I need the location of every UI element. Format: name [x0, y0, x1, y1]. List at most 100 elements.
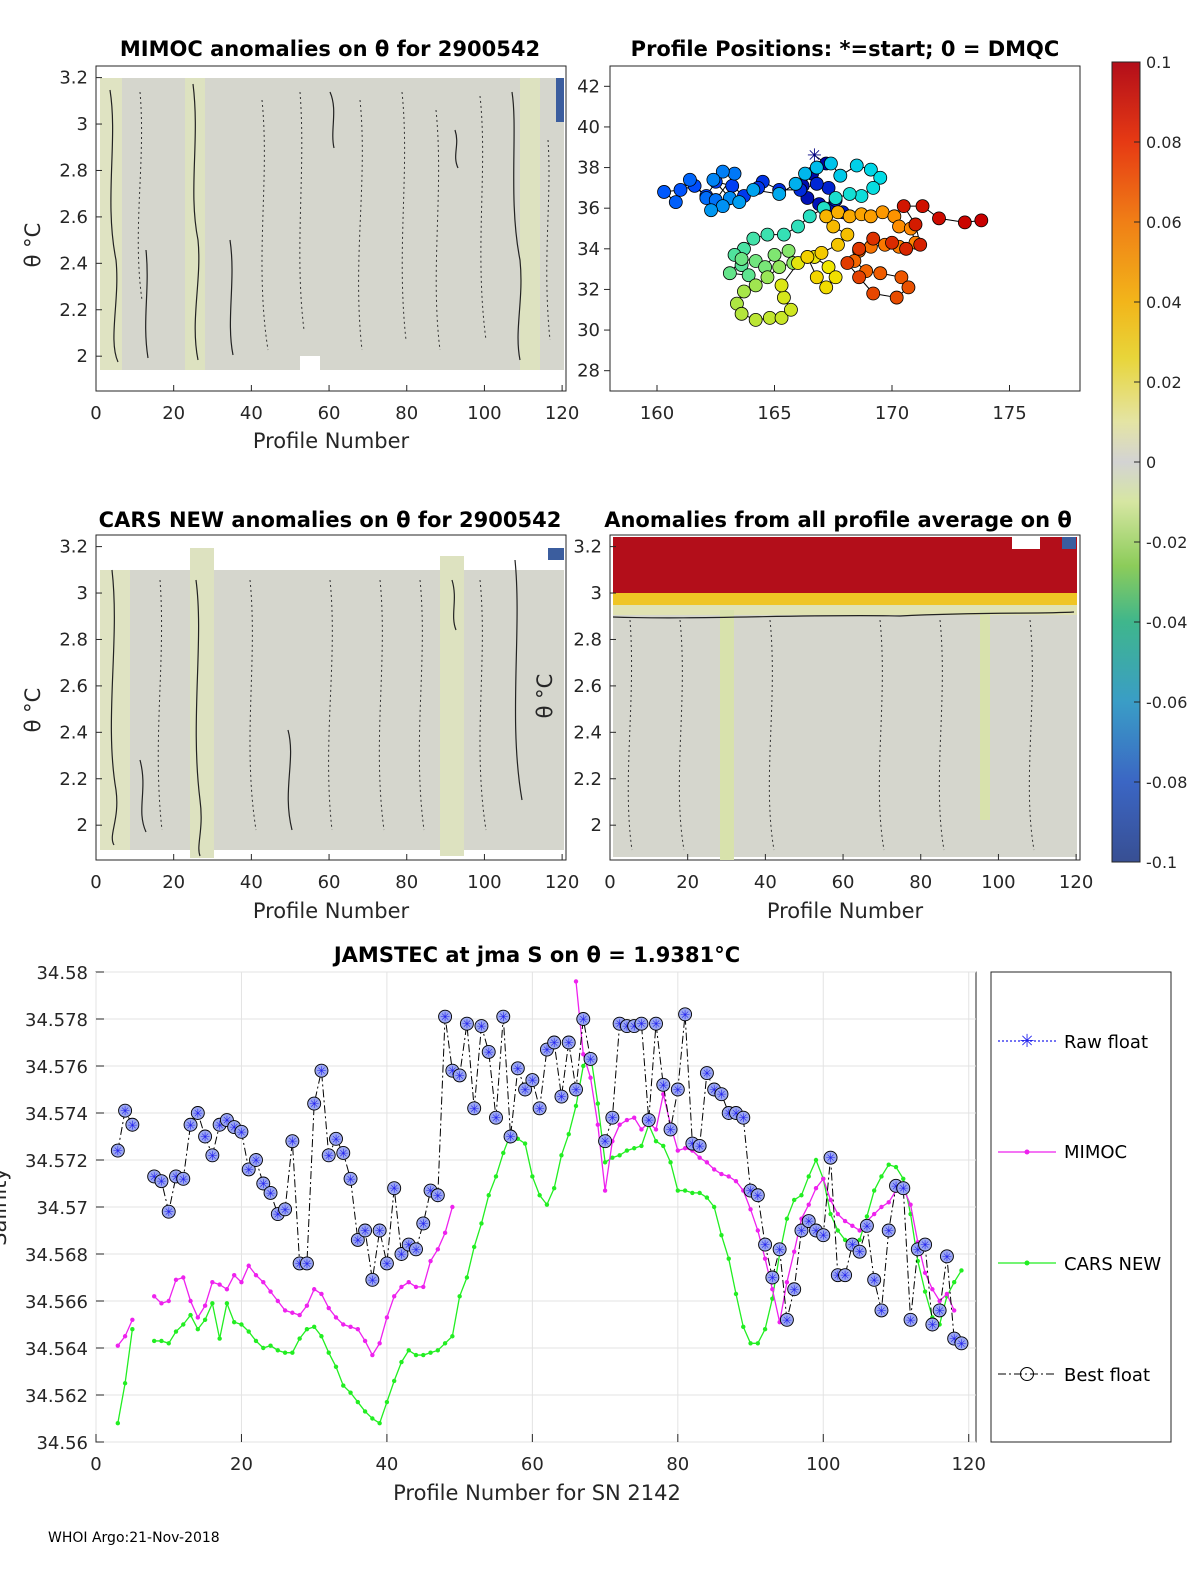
series-point-mimoc — [850, 1223, 855, 1229]
raw-asterisk-icon: ✳ — [833, 1269, 843, 1283]
series-point-mimoc — [406, 1280, 411, 1285]
series-point-best-float: ✳ — [641, 1113, 656, 1128]
raw-asterisk-icon: ✳ — [935, 1304, 945, 1318]
best-float-ring — [430, 1188, 445, 1203]
profile-position-marker — [819, 280, 834, 295]
salinity-xlabel: Profile Number for SN 2142 — [393, 1481, 681, 1505]
series-point-cars-new — [544, 1202, 550, 1207]
best-float-ring — [758, 1237, 773, 1252]
profile-positions-panel: Profile Positions: *=start; 0 = DMQC ✳ 2… — [577, 37, 1081, 424]
raw-asterisk-icon: ✳ — [549, 1036, 559, 1050]
best-float-ring — [641, 1113, 656, 1128]
raw-asterisk-icon: ✳ — [607, 1111, 617, 1125]
profile-position-marker — [974, 213, 989, 228]
x-tick-label: 0 — [90, 1454, 101, 1475]
series-point-mimoc — [377, 1341, 382, 1346]
raw-asterisk-icon: ✳ — [578, 1013, 588, 1027]
profile-position-marker — [849, 158, 864, 173]
profile-position-marker — [915, 199, 930, 214]
series-point-cars-new — [391, 1378, 397, 1384]
series-point-best-float: ✳ — [838, 1268, 853, 1283]
series-point-best-float: ✳ — [823, 1150, 838, 1165]
x-tick-label: 120 — [952, 1454, 986, 1475]
raw-asterisk-icon: ✳ — [716, 1088, 726, 1102]
best-float-ring — [118, 1103, 133, 1118]
profile-position-marker — [831, 205, 845, 220]
series-point-best-float: ✳ — [554, 1089, 569, 1104]
series-point-best-float: ✳ — [459, 1016, 474, 1031]
cars-warm-band — [440, 556, 464, 856]
series-point-mimoc — [311, 1287, 317, 1292]
y-tick-label: 3.2 — [573, 537, 602, 558]
series-point-mimoc — [770, 1287, 775, 1292]
raw-asterisk-icon: ✳ — [644, 1114, 654, 1128]
x-tick-label: 165 — [757, 403, 791, 424]
series-point-mimoc — [224, 1287, 230, 1292]
series-point-cars-new — [341, 1383, 346, 1388]
raw-asterisk-icon: ✳ — [586, 1052, 596, 1066]
best-float-ring — [467, 1101, 482, 1116]
best-float-ring — [241, 1162, 256, 1177]
best-float-ring — [663, 1122, 678, 1137]
colorbar-tick-label: 0.02 — [1146, 373, 1182, 392]
series-point-cars-new — [864, 1214, 870, 1219]
series-point-mimoc — [697, 1155, 702, 1160]
series-point-best-float: ✳ — [874, 1303, 889, 1318]
profavg-dotted-contours — [627, 619, 1035, 851]
raw-asterisk-icon: ✳ — [404, 1238, 414, 1252]
series-point-mimoc — [908, 1202, 913, 1207]
best-float-ring — [481, 1044, 496, 1059]
asterisk-icon: ✳ — [1019, 1031, 1034, 1052]
series-point-mimoc — [421, 1284, 426, 1290]
best-float-ring — [896, 1181, 911, 1196]
colorbar-tick-label: 0.06 — [1146, 213, 1182, 232]
y-tick-label: 38 — [577, 158, 600, 179]
legend-item-cars: CARS NEW — [998, 1254, 1161, 1275]
profile-position-marker — [722, 266, 737, 281]
series-point-best-float: ✳ — [394, 1247, 409, 1262]
best-float-ring — [343, 1171, 358, 1186]
series-point-cars-new — [406, 1348, 411, 1353]
profile-position-marker — [873, 170, 888, 185]
series-point-cars-new — [762, 1327, 768, 1332]
mimoc-cold-patch — [556, 78, 564, 122]
series-point-mimoc — [922, 1270, 928, 1276]
series-point-best-float: ✳ — [765, 1270, 780, 1285]
profile-position-marker — [706, 172, 721, 187]
series-point-mimoc — [413, 1284, 419, 1290]
y-tick-label: 34.564 — [25, 1339, 88, 1360]
series-point-cars-new — [282, 1350, 288, 1355]
raw-asterisk-icon: ✳ — [127, 1118, 137, 1132]
raw-asterisk-icon: ✳ — [346, 1172, 356, 1186]
best-float-ring — [779, 1312, 794, 1327]
best-float-ring — [656, 1077, 671, 1092]
raw-asterisk-icon: ✳ — [731, 1107, 741, 1121]
raw-asterisk-icon: ✳ — [789, 1283, 799, 1297]
profile-position-marker — [725, 178, 740, 193]
mimoc-xlabel: Profile Number — [253, 429, 410, 453]
legend-item-mimoc: MIMOC — [998, 1142, 1127, 1163]
series-point-cars-new — [188, 1312, 193, 1318]
series-point-mimoc — [821, 1176, 826, 1182]
series-point-cars-new — [326, 1350, 331, 1355]
series-point-cars-new — [617, 1153, 622, 1158]
best-float-ring — [518, 1082, 533, 1097]
cars-cold-patch — [548, 548, 564, 560]
profavg-contour — [612, 611, 1075, 619]
series-point-best-float: ✳ — [372, 1223, 387, 1238]
raw-asterisk-icon: ✳ — [949, 1332, 959, 1346]
series-point-cars-new — [275, 1348, 281, 1353]
series-point-cars-new — [530, 1174, 535, 1179]
raw-asterisk-icon: ✳ — [535, 1102, 545, 1116]
best-float-ring — [154, 1174, 169, 1189]
x-tick-label: 80 — [909, 872, 932, 893]
profile-position-marker — [842, 209, 857, 224]
profile-position-marker — [772, 187, 787, 201]
profile-position-marker — [957, 215, 972, 230]
raw-asterisk-icon: ✳ — [782, 1313, 792, 1327]
best-float-ring — [416, 1216, 431, 1231]
profile-position-marker — [809, 160, 824, 175]
legend-mimoc-label: MIMOC — [1064, 1142, 1127, 1163]
series-point-cars-new — [661, 1143, 666, 1149]
best-float-ring — [699, 1066, 714, 1081]
